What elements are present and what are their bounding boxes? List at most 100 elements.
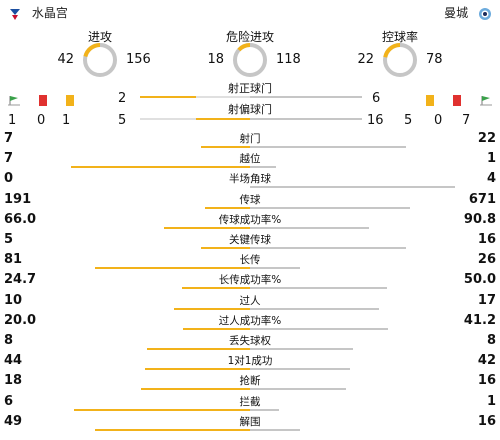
stat-label: 过人 xyxy=(239,294,261,307)
stat-home-bar xyxy=(71,166,250,169)
stat-away-bar xyxy=(250,368,350,371)
man-city-crest-icon xyxy=(479,7,491,20)
off-target-away-bar xyxy=(250,118,362,120)
stat-away-value: 26 xyxy=(477,252,496,268)
donut-home-arc xyxy=(383,43,417,77)
stat-row: 81 长传 26 xyxy=(0,252,500,272)
stat-row: 66.0 传球成功率% 90.8 xyxy=(0,212,500,232)
stat-label: 抢断 xyxy=(239,375,261,388)
stat-away-value: 16 xyxy=(477,373,496,389)
stat-home-bar xyxy=(147,348,250,350)
on-target-away-bar xyxy=(250,96,362,98)
stat-row: 44 1对1成功 42 xyxy=(0,353,500,373)
stat-away-value: 1 xyxy=(486,151,496,167)
stat-label: 过人成功率% xyxy=(218,314,282,327)
stat-row: 6 拦截 1 xyxy=(0,394,500,414)
stat-label: 1对1成功 xyxy=(227,355,273,368)
corner-flag-icon xyxy=(480,96,492,106)
stat-home-bar xyxy=(95,428,250,431)
stat-away-bar xyxy=(250,247,406,249)
red-card-icon xyxy=(452,95,461,106)
stat-label: 半场角球 xyxy=(229,173,271,186)
stat-away-value: 90.8 xyxy=(463,211,496,227)
stat-away-value: 50.0 xyxy=(463,272,496,288)
stat-away-value: 16 xyxy=(477,413,496,429)
stat-row: 5 关键传球 16 xyxy=(0,232,500,252)
stat-label: 传球成功率% xyxy=(218,213,282,226)
stat-home-value: 66.0 xyxy=(4,211,37,227)
stat-away-bar xyxy=(250,348,353,350)
stat-home-bar xyxy=(201,247,250,249)
stat-away-bar xyxy=(250,226,369,229)
stat-away-value: 671 xyxy=(468,191,496,207)
stat-home-value: 20.0 xyxy=(4,312,37,328)
donut-home-arc xyxy=(83,43,117,77)
stat-away-value: 17 xyxy=(477,292,496,308)
stat-label: 解围 xyxy=(239,415,261,428)
stat-label: 拦截 xyxy=(239,395,261,408)
donut-title: 进攻 xyxy=(87,30,112,44)
stat-home-value: 7 xyxy=(4,131,14,146)
off-target-label: 射偏球门 xyxy=(228,103,272,116)
stat-home-value: 8 xyxy=(4,333,14,348)
stat-row: 20.0 过人成功率% 41.2 xyxy=(0,313,500,333)
stat-row: 7 射门 22 xyxy=(0,131,500,151)
yellow-card-icon xyxy=(425,95,434,106)
stat-home-bar xyxy=(183,327,250,330)
home-team-header[interactable]: 水晶宫 xyxy=(8,4,68,21)
corner-flag-icon xyxy=(8,96,20,106)
home-shots-off: 5 xyxy=(118,113,127,128)
stat-home-value: 44 xyxy=(4,353,23,369)
stat-away-bar xyxy=(250,307,379,310)
away-team-header[interactable]: 曼城 xyxy=(444,4,492,21)
stat-home-bar xyxy=(182,287,250,290)
away-team-name: 曼城 xyxy=(444,6,469,20)
stat-away-value: 42 xyxy=(477,353,496,369)
stat-label: 关键传球 xyxy=(229,234,271,246)
stat-away-value: 22 xyxy=(477,131,496,146)
stat-label: 丢失球权 xyxy=(229,335,271,347)
stat-away-bar xyxy=(250,267,300,270)
yellow-card-icon xyxy=(66,95,75,106)
stat-home-value: 7 xyxy=(4,151,14,167)
donut-away-value: 78 xyxy=(426,52,443,67)
stat-away-bar xyxy=(250,166,276,169)
stat-away-bar xyxy=(250,186,455,189)
stat-row: 0 半场角球 4 xyxy=(0,171,500,191)
red-card-icon xyxy=(39,95,48,106)
donut-home-value: 18 xyxy=(207,52,224,67)
home-shots-on: 2 xyxy=(118,91,127,106)
stat-home-bar xyxy=(205,206,250,209)
stat-home-value: 81 xyxy=(4,252,23,268)
away-shots-on: 6 xyxy=(372,91,381,106)
away-shots-off: 16 xyxy=(367,113,384,128)
donut-away-value: 156 xyxy=(126,52,151,67)
stat-home-bar xyxy=(201,146,250,148)
stat-home-value: 0 xyxy=(4,171,14,187)
stat-row: 49 解围 16 xyxy=(0,414,500,434)
home-yellow-cards: 1 xyxy=(62,113,71,128)
stat-home-bar xyxy=(141,388,250,391)
home-red-cards: 0 xyxy=(37,113,46,128)
stat-home-bar xyxy=(145,368,250,371)
on-target-home-bar xyxy=(140,96,196,98)
stat-home-value: 6 xyxy=(4,393,14,409)
stat-away-bar xyxy=(250,388,346,391)
donut-ring xyxy=(383,43,417,77)
stat-label: 长传 xyxy=(239,254,261,267)
stat-away-bar xyxy=(250,428,300,431)
home-discipline-icons xyxy=(8,91,75,110)
home-corners: 1 xyxy=(8,113,17,128)
away-corners: 7 xyxy=(462,113,471,128)
donut-ring xyxy=(233,43,267,77)
stat-home-value: 10 xyxy=(4,292,23,308)
stat-home-bar xyxy=(74,408,250,411)
stat-home-bar xyxy=(95,267,250,270)
stat-away-value: 1 xyxy=(486,393,496,409)
stat-home-value: 191 xyxy=(4,191,32,207)
stat-away-value: 4 xyxy=(486,171,496,187)
donut-home-arc xyxy=(233,43,267,77)
stat-label: 射门 xyxy=(239,133,261,145)
stat-home-bar xyxy=(164,226,250,229)
stat-row: 8 丢失球权 8 xyxy=(0,333,500,353)
